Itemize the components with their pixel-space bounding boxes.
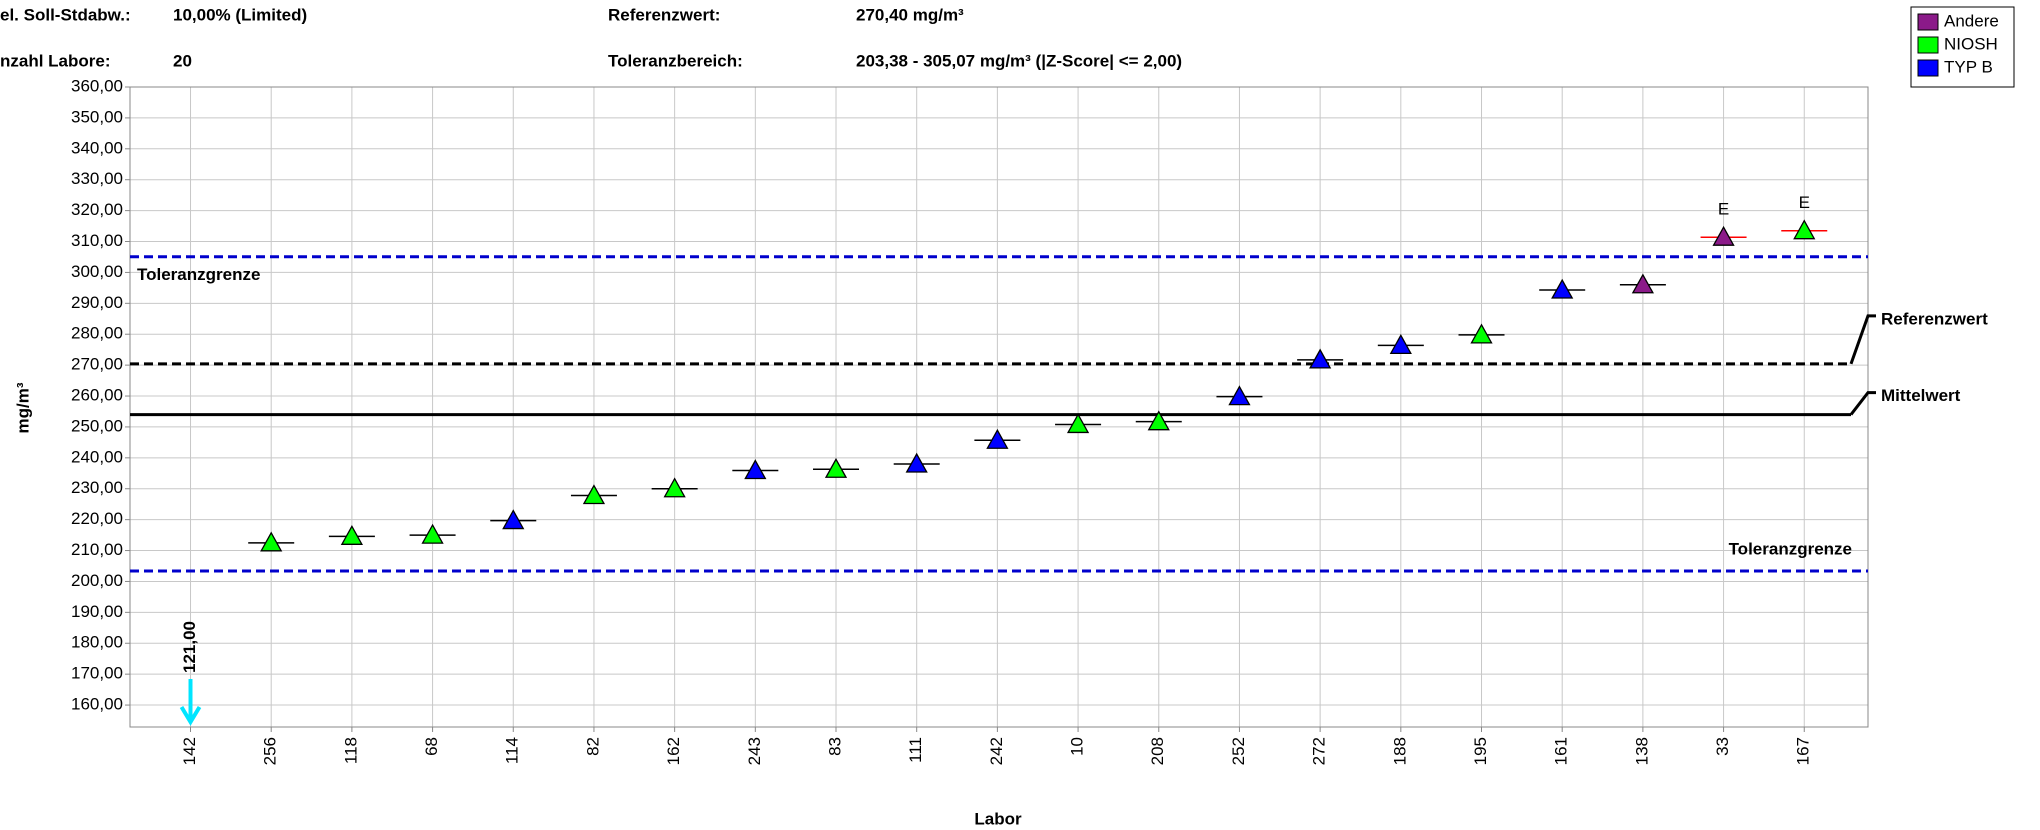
header-value: 270,40 mg/m³ — [856, 5, 964, 24]
marker — [1228, 385, 1251, 406]
y-tick-label: 160,00 — [71, 695, 123, 714]
legend-swatch — [1917, 59, 1939, 77]
x-tick-label: 195 — [1471, 737, 1490, 765]
header-label: Referenzwert: — [608, 5, 720, 24]
x-tick-label: 161 — [1552, 737, 1571, 765]
marker — [824, 457, 848, 478]
header-value: 203,38 - 305,07 mg/m³ (|Z-Score| <= 2,00… — [856, 51, 1182, 70]
x-tick-label: 118 — [341, 737, 360, 764]
header-label: nzahl Labore: — [0, 51, 111, 70]
x-tick-label: 114 — [503, 737, 522, 764]
header-value: 20 — [173, 51, 192, 70]
x-tick-label: 138 — [1632, 737, 1651, 765]
legend-label: Andere — [1944, 11, 1999, 30]
offscale-label: 121,00 — [180, 621, 199, 673]
x-tick-label: 243 — [745, 737, 764, 765]
marker — [1470, 323, 1493, 344]
y-tick-label: 210,00 — [71, 540, 123, 559]
marker — [905, 452, 928, 473]
y-tick-label: 180,00 — [71, 633, 123, 652]
marker — [1793, 219, 1816, 240]
header-label: el. Soll-Stdabw.: — [0, 5, 131, 24]
x-tick-label: 162 — [664, 737, 683, 765]
x-tick-label: 167 — [1794, 737, 1813, 765]
x-tick-label: 82 — [583, 737, 602, 756]
marker — [1551, 278, 1574, 299]
legend-label: NIOSH — [1944, 34, 1998, 53]
marker — [340, 524, 363, 545]
legend-label: TYP B — [1944, 57, 1993, 76]
legend-swatch — [1917, 36, 1939, 54]
marker — [1309, 348, 1332, 369]
y-tick-label: 330,00 — [71, 169, 123, 188]
y-tick-label: 310,00 — [71, 231, 123, 250]
marker — [663, 477, 686, 498]
x-tick-label: 33 — [1713, 737, 1732, 756]
flag: E — [1799, 193, 1810, 212]
x-tick-label: 242 — [987, 737, 1006, 765]
header-label: Toleranzbereich: — [608, 51, 743, 70]
y-tick-label: 300,00 — [71, 262, 123, 281]
x-axis-label: Labor — [974, 809, 1022, 828]
x-tick-label: 272 — [1310, 737, 1329, 765]
x-tick-label: 10 — [1068, 737, 1087, 756]
y-tick-label: 340,00 — [71, 138, 123, 157]
y-tick-label: 220,00 — [71, 509, 123, 528]
reference-label: Toleranzgrenze — [137, 265, 260, 284]
reference-label: Mittelwert — [1881, 386, 1961, 405]
x-tick-label: 252 — [1229, 737, 1248, 765]
marker — [744, 459, 767, 480]
label-connector — [1849, 314, 1876, 365]
marker — [986, 428, 1009, 449]
plot-frame — [129, 86, 1869, 728]
marker — [1631, 273, 1654, 294]
x-tick-label: 111 — [906, 737, 925, 763]
reference-label: Referenzwert — [1881, 309, 1988, 328]
x-tick-label: 256 — [261, 737, 280, 765]
y-tick-label: 230,00 — [71, 478, 123, 497]
y-tick-label: 240,00 — [71, 447, 123, 466]
y-tick-label: 250,00 — [71, 416, 123, 435]
y-tick-label: 320,00 — [71, 200, 123, 219]
marker — [260, 531, 283, 552]
marker — [1147, 410, 1170, 431]
y-axis-label: mg/m³ — [13, 382, 32, 433]
x-tick-label: 83 — [825, 737, 844, 756]
header-value: 10,00% (Limited) — [173, 5, 307, 24]
marker — [1066, 413, 1090, 434]
y-tick-label: 200,00 — [71, 571, 123, 590]
marker — [1712, 225, 1735, 246]
y-tick-label: 350,00 — [71, 107, 123, 126]
x-tick-label: 188 — [1390, 737, 1409, 765]
x-tick-label: 68 — [422, 737, 441, 756]
marker — [502, 509, 525, 530]
x-tick-label: 208 — [1148, 737, 1167, 765]
label-connector — [1849, 391, 1876, 416]
y-tick-label: 270,00 — [71, 355, 123, 374]
offscale-arrowhead — [179, 705, 202, 726]
marker — [582, 484, 606, 505]
marker — [421, 523, 444, 544]
x-tick-label: 142 — [180, 737, 199, 765]
reference-label: Toleranzgrenze — [1729, 539, 1852, 558]
y-tick-label: 360,00 — [71, 76, 123, 95]
flag: E — [1718, 200, 1729, 219]
y-tick-label: 170,00 — [71, 664, 123, 683]
y-tick-label: 260,00 — [71, 386, 123, 405]
y-tick-label: 290,00 — [71, 293, 123, 312]
y-tick-label: 280,00 — [71, 324, 123, 343]
y-tick-label: 190,00 — [71, 602, 123, 621]
legend-swatch — [1917, 13, 1939, 31]
marker — [1389, 334, 1412, 354]
